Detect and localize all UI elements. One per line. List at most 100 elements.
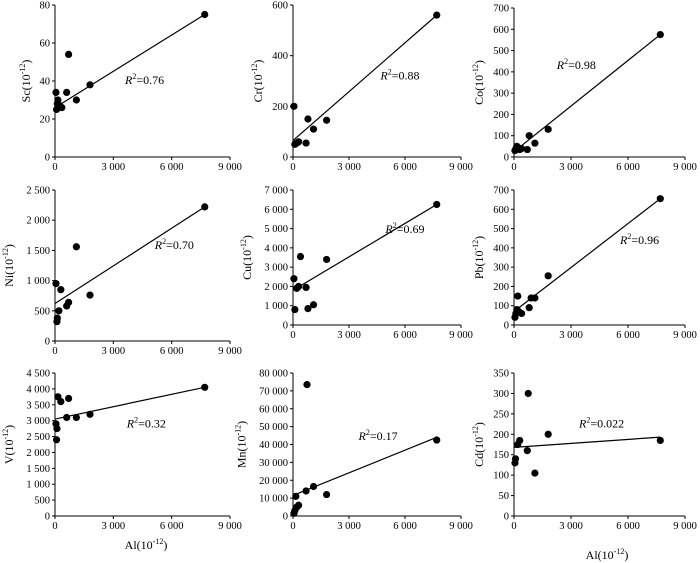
data-point	[72, 243, 80, 251]
r-squared-label: R2=0.96	[619, 232, 659, 247]
data-point	[52, 280, 60, 288]
r-squared-symbol: R	[619, 233, 628, 247]
y-axis-label-exponent: -12	[471, 240, 480, 251]
data-point	[63, 413, 71, 422]
x-tick-label: 9 000	[673, 162, 697, 173]
data-point	[524, 389, 532, 398]
x-tick-label: 0	[290, 330, 295, 341]
panel-v: 0 3 000 6 000 9 000 0 500 1 000 1 500 2 000 2 500…	[1, 369, 242, 533]
r-squared-value: =0.69	[397, 222, 425, 236]
y-axis-label: Cu(10-12)	[239, 235, 254, 280]
r-squared-exponent: 2	[393, 221, 397, 230]
y-tick-label: 0	[45, 512, 50, 523]
x-tick-label: 9 000	[218, 521, 242, 532]
y-axis-label-close: )	[251, 60, 265, 64]
x-tick-label: 0	[290, 521, 295, 532]
data-point	[531, 139, 539, 147]
data-point	[304, 115, 312, 123]
regression-line	[292, 203, 438, 291]
data-point	[523, 447, 531, 455]
y-tick-label: 3 000	[26, 416, 50, 427]
y-tick-label: 2 500	[26, 432, 50, 443]
data-point	[58, 104, 66, 112]
r-squared-exponent: 2	[586, 415, 590, 424]
y-tick-label: 80 000	[259, 369, 288, 380]
data-point	[65, 50, 73, 59]
y-tick-label: 300	[493, 89, 509, 100]
y-axis-label-exponent: -12	[1, 248, 10, 259]
y-tick-label: 200	[493, 282, 509, 293]
y-tick-label: 3 500	[26, 400, 50, 411]
y-axis-label-exponent: -12	[18, 64, 27, 75]
data-point	[86, 410, 94, 418]
y-tick-label: 0	[504, 512, 509, 523]
data-point	[544, 272, 552, 280]
y-tick-label: 250	[493, 409, 509, 420]
r-squared-exponent: 2	[564, 57, 568, 66]
y-axis-label-close: )	[472, 422, 486, 426]
y-tick-label: 60	[40, 39, 51, 50]
r-squared-symbol: R	[358, 429, 367, 443]
y-axis-label-text: Cu(10	[240, 250, 254, 280]
data-point	[309, 125, 318, 133]
y-tick-label: 500	[493, 46, 509, 57]
y-tick-label: 40	[40, 77, 51, 88]
x-tick-label: 0	[290, 162, 295, 173]
y-axis-label-text: Pb(10	[472, 251, 486, 280]
x-tick-label: 3 000	[559, 521, 583, 532]
data-point	[433, 200, 441, 209]
x-tick-label: 3 000	[337, 162, 361, 173]
data-point	[55, 307, 63, 315]
x-tick-label: 9 000	[218, 346, 242, 357]
x-tick-label: 6 000	[160, 162, 184, 173]
data-point	[304, 305, 312, 313]
y-tick-label: 0	[45, 337, 50, 348]
x-tick-label: 3 000	[559, 162, 583, 173]
r-squared-value: =0.70	[166, 238, 194, 252]
y-tick-label: 300	[493, 263, 509, 274]
regression-line	[54, 206, 206, 305]
y-axis-label-text: V(10	[2, 440, 16, 465]
y-tick-label: 1 500	[26, 464, 50, 475]
r-squared-exponent: 2	[627, 232, 631, 241]
data-point	[53, 425, 61, 433]
x-axis-label-right: Al(10-12)	[586, 547, 629, 562]
x-tick-label: 6 000	[160, 521, 184, 532]
data-point	[303, 381, 311, 389]
y-tick-label: 300	[493, 389, 509, 400]
r-squared-value: =0.76	[136, 73, 164, 87]
x-tick-label: 0	[511, 521, 516, 532]
data-point	[72, 413, 80, 422]
y-axis-label-close: )	[19, 60, 33, 64]
data-point	[433, 436, 441, 444]
data-point	[518, 144, 526, 153]
y-axis-label-exponent: -12	[233, 425, 242, 436]
r-squared-exponent: 2	[388, 67, 392, 76]
x-tick-label: 0	[52, 346, 57, 357]
y-tick-label: 0	[283, 321, 288, 332]
y-tick-label: 100	[493, 301, 509, 312]
y-tick-label: 0	[283, 512, 288, 523]
r-squared-symbol: R	[384, 222, 393, 236]
y-tick-label: 600	[493, 205, 509, 216]
r-squared-value: =0.32	[138, 416, 166, 430]
y-tick-label: 500	[493, 224, 509, 235]
svg-text:Al(10-12): Al(10-12)	[125, 537, 168, 552]
data-point	[323, 255, 331, 264]
y-axis-label-exponent: -12	[471, 64, 480, 75]
y-tick-label: 600	[493, 25, 509, 36]
x-axis-label-exponent: -12	[614, 547, 625, 556]
y-tick-label: 700	[493, 186, 509, 197]
panel-cu: 0 3 000 6 000 9 000 0 1 000 2 000 3 000 4 000 5 0…	[239, 186, 473, 342]
data-point	[295, 501, 303, 509]
x-tick-label: 6 000	[616, 162, 640, 173]
y-axis-label: Mn(10-12)	[233, 421, 248, 468]
r-squared-label: R2=0.88	[379, 67, 419, 82]
y-tick-label: 6 000	[264, 205, 288, 216]
r-squared-value: =0.96	[631, 233, 659, 247]
y-tick-label: 500	[34, 306, 50, 317]
x-tick-label: 0	[511, 162, 516, 173]
regression-line	[513, 198, 661, 312]
y-tick-label: 200	[493, 110, 509, 121]
